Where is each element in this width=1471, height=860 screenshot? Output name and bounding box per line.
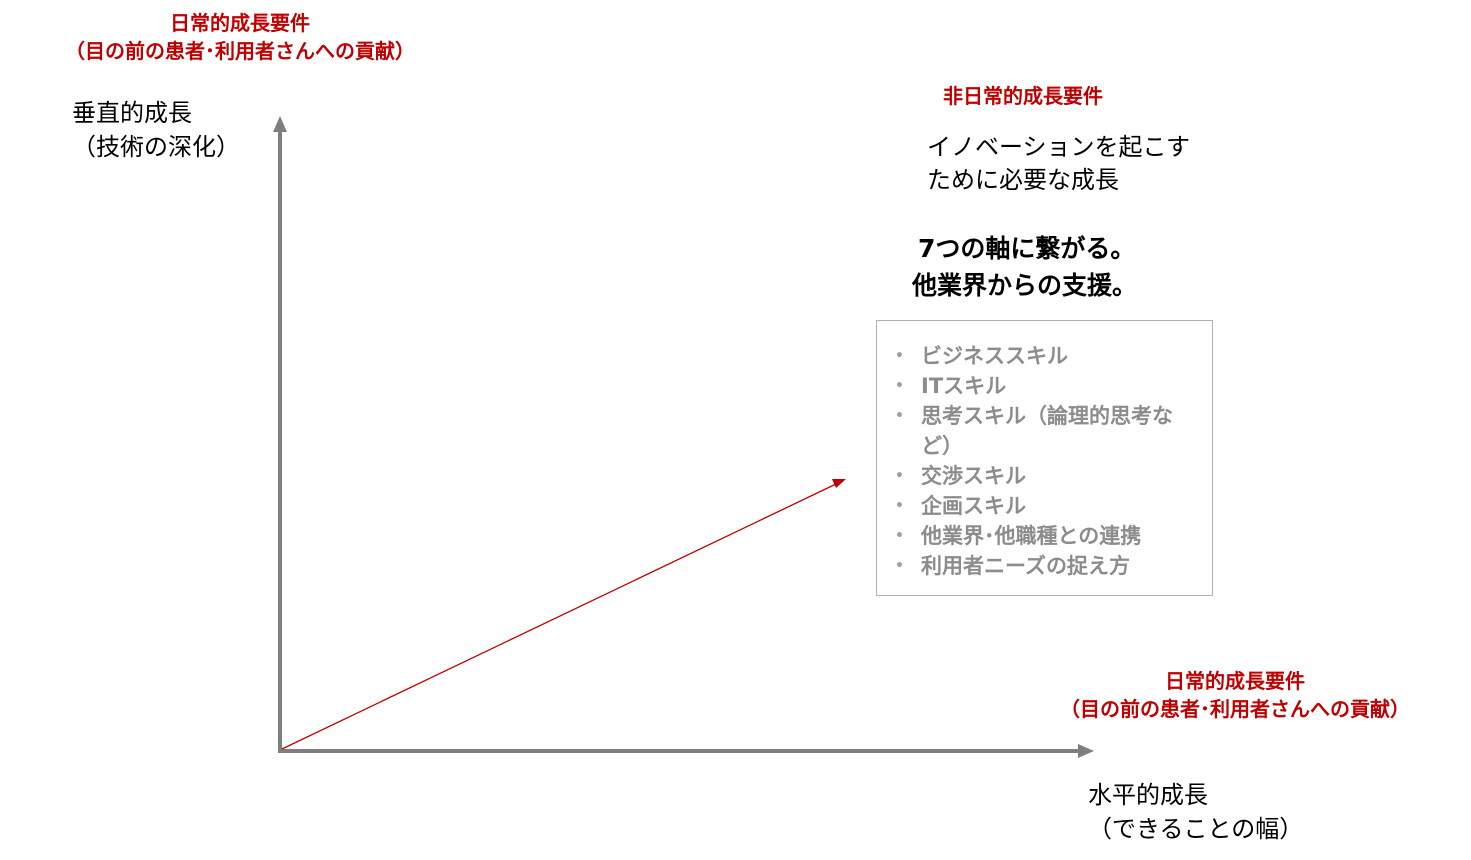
bullet-icon: • — [895, 498, 904, 514]
bullet-icon: • — [895, 468, 904, 484]
skill-item: • ITスキル — [887, 371, 1212, 401]
horizontal-axis-label: 水平的成長 （できることの幅） — [1088, 778, 1303, 846]
vertical-axis-label-line1: 垂直的成長 — [72, 99, 192, 127]
top-left-requirement: 日常的成長要件 （目の前の患者･利用者さんへの貢献） — [20, 9, 460, 65]
bullet-icon: • — [895, 408, 904, 424]
skill-item: • ビジネススキル — [887, 341, 1212, 371]
skill-item: • 他業界･他職種との連携 — [887, 521, 1212, 551]
vertical-axis-label-line2: （技術の深化） — [72, 133, 240, 161]
seven-axes-text-line2: 他業界からの支援。 — [912, 271, 1138, 300]
skill-item: • 利用者ニーズの捉え方 — [887, 551, 1212, 581]
horizontal-axis-arrowhead — [1078, 744, 1094, 758]
top-left-requirement-subtitle: （目の前の患者･利用者さんへの貢献） — [65, 39, 415, 63]
bullet-icon: • — [895, 528, 904, 544]
bottom-right-requirement-subtitle: （目の前の患者･利用者さんへの貢献） — [1060, 697, 1410, 721]
bottom-right-requirement-title: 日常的成長要件 — [1165, 669, 1305, 693]
innovation-text-line2: ために必要な成長 — [927, 166, 1119, 194]
innovation-text: イノベーションを起こす ために必要な成長 — [927, 131, 1190, 197]
skill-item: • 思考スキル（論理的思考など） — [887, 401, 1186, 461]
innovation-text-line1: イノベーションを起こす — [927, 133, 1191, 161]
horizontal-axis-label-line1: 水平的成長 — [1088, 781, 1208, 809]
seven-axes-text-line1: 7つの軸に繋がる。 — [918, 234, 1136, 263]
bottom-right-requirement: 日常的成長要件 （目の前の患者･利用者さんへの貢献） — [1015, 667, 1455, 723]
seven-axes-text: 7つの軸に繋がる。 他業界からの支援。 — [912, 230, 1137, 304]
horizontal-axis-label-line2: （できることの幅） — [1088, 815, 1304, 843]
non-daily-requirement-title: 非日常的成長要件 — [943, 84, 1103, 108]
bullet-icon: • — [895, 348, 904, 364]
vertical-axis-arrowhead — [273, 116, 287, 132]
bullet-icon: • — [895, 558, 904, 574]
top-left-requirement-title: 日常的成長要件 — [170, 11, 310, 35]
skill-item: • 交渉スキル — [887, 461, 1212, 491]
vertical-axis-label: 垂直的成長 （技術の深化） — [72, 96, 240, 164]
skills-list: • ビジネススキル • ITスキル • 思考スキル（論理的思考など） • 交渉スキル •… — [887, 341, 1212, 581]
skill-item: • 企画スキル — [887, 491, 1212, 521]
bullet-icon: • — [895, 378, 904, 394]
skills-box: • ビジネススキル • ITスキル • 思考スキル（論理的思考など） • 交渉スキル •… — [876, 320, 1213, 596]
growth-vector-line — [281, 483, 837, 750]
growth-vector-arrowhead — [832, 479, 846, 488]
